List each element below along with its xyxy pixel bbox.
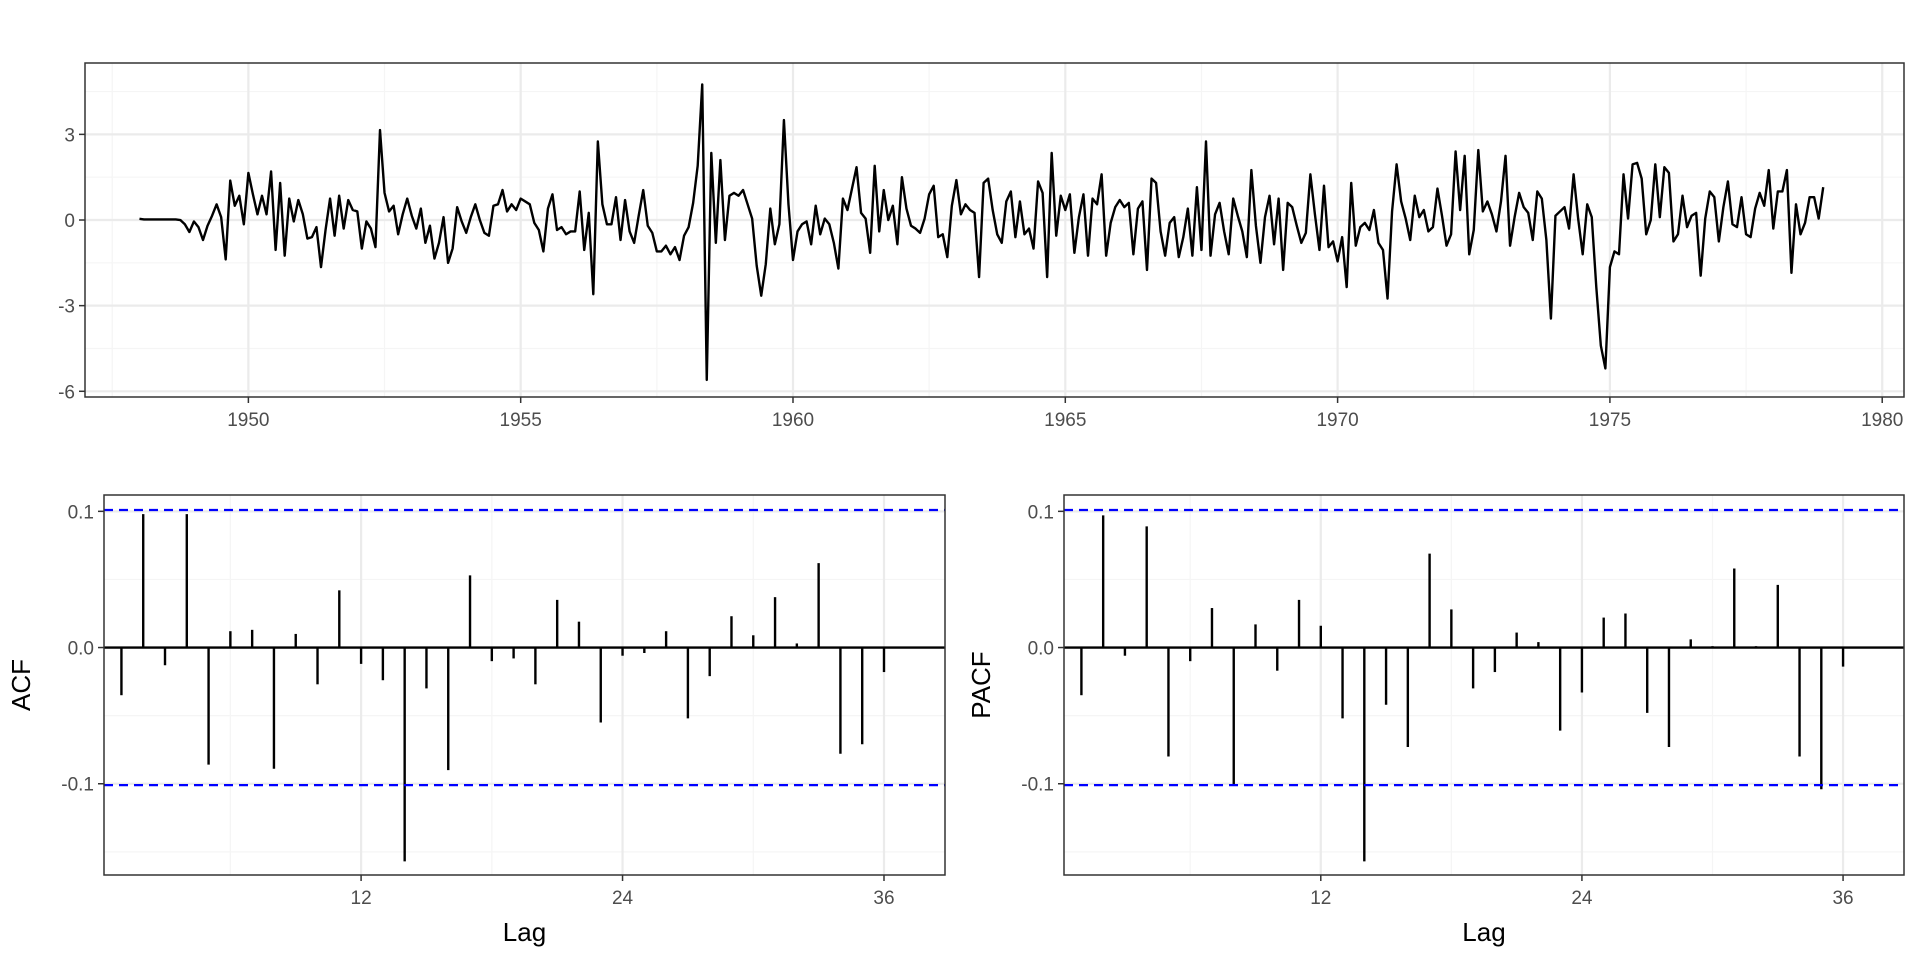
y-tick-label: 0.0 <box>1028 639 1054 660</box>
panel-border <box>103 494 946 876</box>
y-tick-label: 0.1 <box>1028 502 1054 523</box>
x-axis-title: Lag <box>1462 917 1505 947</box>
y-axis-title: ACF <box>6 659 36 711</box>
y-tick-label: 0 <box>64 211 75 232</box>
x-tick-label: 12 <box>351 888 372 909</box>
panel-0: 1950 1955 1960 1965 1970 1975 1980 -6 -3 0 3 <box>58 62 1905 431</box>
y-tick-label: -0.1 <box>61 775 94 796</box>
x-tick-label: 36 <box>873 888 894 909</box>
panel-border <box>84 62 1905 398</box>
y-tick-label: 0.0 <box>68 639 94 660</box>
x-tick-label: 36 <box>1832 888 1853 909</box>
x-tick-label: 24 <box>1571 888 1593 909</box>
x-axis-title: Lag <box>503 917 546 947</box>
x-tick-label: 12 <box>1310 888 1331 909</box>
series-line <box>139 83 1825 382</box>
y-tick-label: -6 <box>58 382 75 403</box>
x-tick-label: 1970 <box>1316 410 1358 431</box>
y-tick-label: -3 <box>58 297 75 318</box>
y-tick-label: 3 <box>64 125 75 146</box>
panel-1: 12 24 36 -0.1 0.0 0.1 Lag ACF <box>6 494 946 947</box>
x-tick-label: 1960 <box>772 410 814 431</box>
x-tick-label: 24 <box>612 888 634 909</box>
x-tick-label: 1965 <box>1044 410 1086 431</box>
y-tick-label: -0.1 <box>1021 775 1054 796</box>
panel-border <box>1063 494 1905 876</box>
y-tick-label: 0.1 <box>68 502 94 523</box>
x-tick-label: 1980 <box>1861 410 1903 431</box>
panel-2: 12 24 36 -0.1 0.0 0.1 Lag PACF <box>966 494 1905 947</box>
x-tick-label: 1975 <box>1589 410 1631 431</box>
x-tick-label: 1955 <box>500 410 542 431</box>
x-tick-label: 1950 <box>227 410 269 431</box>
y-axis-title: PACF <box>966 651 996 718</box>
